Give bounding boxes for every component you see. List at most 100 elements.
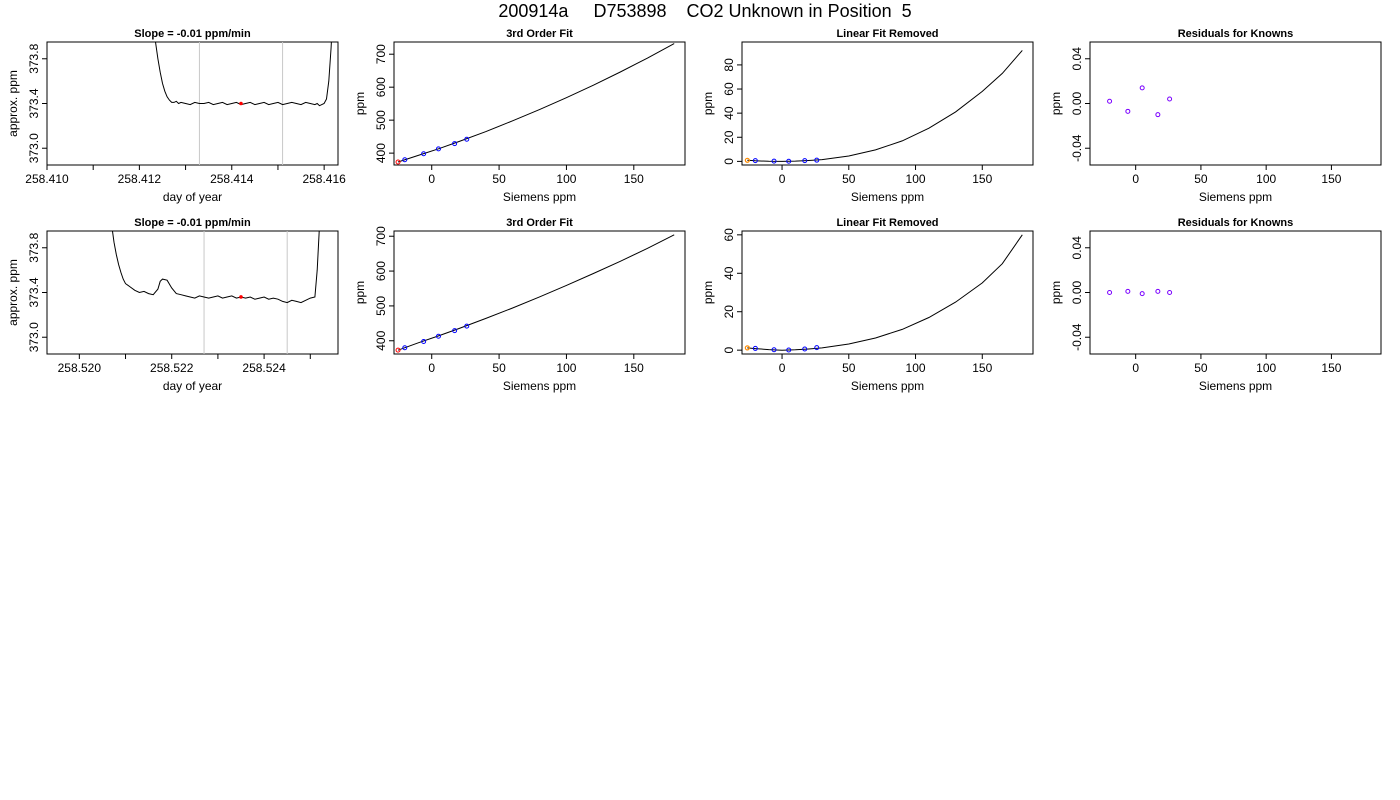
known-point [435, 333, 441, 339]
known-point [402, 157, 408, 163]
plot-frame [393, 230, 686, 355]
fit-curve [747, 234, 1023, 351]
x-tick-label: 0 [1132, 361, 1139, 375]
x-tick-label: 258.414 [210, 172, 254, 186]
plot-area [154, 42, 332, 165]
x-tick-label: 258.520 [58, 361, 102, 375]
y-axis-label: approx. ppm [6, 259, 20, 326]
panel-title: Residuals for Knowns [1178, 217, 1294, 229]
residual-point [1139, 85, 1145, 91]
plot-frame [1089, 41, 1382, 166]
x-axis-label: Siemens ppm [1199, 190, 1272, 204]
panel-8: Residuals for Knowns 0 50 100 150 -0.04 0.00 0.… [1049, 217, 1382, 393]
residual-point [1107, 98, 1113, 104]
y-tick-label: 0.00 [1070, 280, 1084, 304]
y-axis-label: ppm [1049, 92, 1063, 115]
residual-point [1167, 96, 1173, 102]
y-tick-label: -0.04 [1070, 323, 1084, 351]
x-tick-label: 100 [906, 172, 926, 186]
y-tick-label: 700 [374, 226, 388, 246]
y-tick-label: 60 [722, 228, 736, 242]
plot-area [395, 234, 675, 353]
y-tick-label: 400 [374, 143, 388, 163]
plot-area [1107, 288, 1173, 297]
plot-frame [46, 230, 339, 355]
y-axis-label: ppm [701, 281, 715, 304]
page-title: 200914a D753898 CO2 Unknown in Position … [498, 1, 912, 21]
unknown-marker [239, 295, 243, 299]
x-tick-label: 50 [492, 361, 506, 375]
x-tick-label: 100 [906, 361, 926, 375]
x-tick-label: 150 [972, 361, 992, 375]
y-tick-label: 373.0 [27, 133, 41, 163]
x-axis-label: day of year [163, 379, 222, 393]
plot-area [744, 50, 1023, 164]
x-tick-label: 150 [624, 172, 644, 186]
x-tick-label: 100 [1256, 172, 1276, 186]
x-axis-label: Siemens ppm [503, 379, 576, 393]
x-tick-label: 258.524 [242, 361, 286, 375]
unknown-point [395, 159, 401, 165]
y-tick-label: 373.0 [27, 322, 41, 352]
y-tick-label: 0.04 [1070, 236, 1084, 260]
panel-1: Slope = -0.01 ppm/min 258.410 258.412 258.4… [6, 28, 346, 204]
panel-5: Slope = -0.01 ppm/min 258.520 258.522 258.5… [6, 217, 339, 393]
x-tick-label: 50 [1194, 172, 1208, 186]
y-tick-label: 373.8 [27, 43, 41, 73]
residual-point [1139, 291, 1145, 297]
panel-6: 3rd Order Fit 0 50 100 150 400 500 600 700 Siemen… [353, 217, 686, 393]
residual-point [1155, 112, 1161, 118]
fit-curve [397, 234, 675, 351]
x-tick-label: 0 [779, 361, 786, 375]
y-axis-label: approx. ppm [6, 70, 20, 137]
panel-title: Linear Fit Removed [836, 28, 938, 40]
known-point [421, 338, 427, 344]
known-point [771, 347, 777, 353]
panel-title: Slope = -0.01 ppm/min [134, 217, 251, 229]
series-line [154, 42, 332, 107]
y-tick-label: 600 [374, 261, 388, 281]
known-point [786, 347, 792, 353]
known-point [452, 328, 458, 334]
x-tick-label: 50 [842, 361, 856, 375]
y-tick-label: 40 [722, 266, 736, 280]
plot-frame [393, 41, 686, 166]
y-tick-label: 60 [722, 82, 736, 96]
x-tick-label: 0 [779, 172, 786, 186]
x-tick-label: 0 [428, 361, 435, 375]
y-tick-label: 0.04 [1070, 47, 1084, 71]
x-tick-label: 50 [1194, 361, 1208, 375]
known-point [452, 141, 458, 147]
y-tick-label: -0.04 [1070, 134, 1084, 162]
x-axis-label: Siemens ppm [851, 379, 924, 393]
y-axis-label: ppm [701, 92, 715, 115]
y-tick-label: 0 [722, 158, 736, 165]
plot-area [395, 43, 675, 165]
x-tick-label: 100 [1256, 361, 1276, 375]
unknown-marker [239, 101, 243, 106]
x-tick-label: 0 [1132, 172, 1139, 186]
x-axis-label: day of year [163, 190, 222, 204]
known-point [464, 136, 470, 142]
x-tick-label: 150 [972, 172, 992, 186]
fit-curve [747, 50, 1023, 162]
known-point [802, 158, 808, 164]
panel-title: 3rd Order Fit [506, 28, 573, 40]
y-tick-label: 20 [722, 130, 736, 144]
panel-title: 3rd Order Fit [506, 217, 573, 229]
x-tick-label: 150 [1321, 172, 1341, 186]
y-tick-label: 500 [374, 110, 388, 130]
y-axis-label: ppm [1049, 281, 1063, 304]
y-tick-label: 80 [722, 58, 736, 72]
y-tick-label: 700 [374, 44, 388, 64]
y-axis-label: ppm [353, 281, 367, 304]
known-point [802, 346, 808, 352]
plot-frame [741, 41, 1034, 166]
residual-point [1155, 288, 1161, 294]
panel-2: 3rd Order Fit 0 50 100 150 400 500 600 700 Siemen… [353, 28, 686, 204]
residual-point [1167, 290, 1173, 295]
x-axis-label: Siemens ppm [1199, 379, 1272, 393]
fit-curve [397, 43, 675, 163]
y-tick-label: 400 [374, 330, 388, 350]
